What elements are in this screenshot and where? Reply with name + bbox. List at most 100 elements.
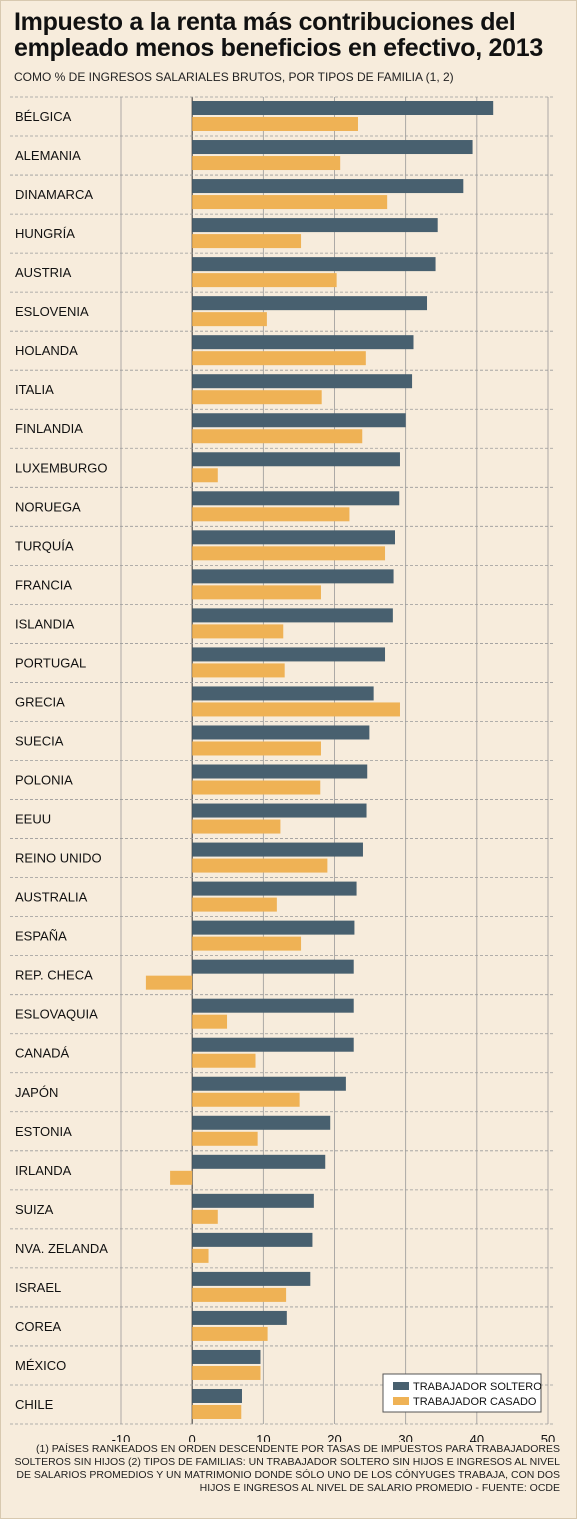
- bar-casado: [192, 1092, 300, 1107]
- bar-chart: BÉLGICA ALEMANIA DINAMARCA HUNGRÍA AUSTRIA ES…: [10, 96, 555, 1442]
- category-label: MÉXICO: [15, 1358, 66, 1373]
- bar-soltero: [192, 257, 436, 272]
- category-label: ITALIA: [15, 382, 54, 397]
- bar-casado: [145, 975, 193, 990]
- category-label: REP. CHECA: [15, 968, 93, 983]
- category-label: ALEMANIA: [15, 148, 81, 163]
- bar-casado: [192, 1248, 209, 1263]
- bar-casado: [192, 702, 400, 717]
- category-label: SUIZA: [15, 1202, 54, 1217]
- bar-casado: [192, 507, 350, 522]
- category-label: JAPÓN: [15, 1085, 58, 1100]
- category-label: FINLANDIA: [15, 421, 83, 436]
- bar-casado: [192, 1326, 268, 1341]
- legend-swatch: [393, 1397, 409, 1405]
- bar-casado: [192, 1209, 218, 1224]
- bar-soltero: [192, 179, 464, 194]
- bar-soltero: [192, 1115, 331, 1130]
- category-label: REINO UNIDO: [15, 851, 102, 866]
- bar-soltero: [192, 1271, 311, 1286]
- category-label: HOLANDA: [15, 343, 78, 358]
- footnote-text: (1) PAÍSES RANKEADOS EN ORDEN DESCENDENT…: [14, 1443, 560, 1494]
- bar-casado: [192, 1404, 242, 1419]
- bar-soltero: [192, 491, 400, 506]
- bar-casado: [192, 663, 285, 678]
- bar-soltero: [192, 959, 354, 974]
- bar-casado: [192, 468, 218, 483]
- bar-soltero: [192, 569, 394, 584]
- category-label: AUSTRALIA: [15, 890, 88, 905]
- category-label: NVA. ZELANDA: [15, 1241, 108, 1256]
- bar-soltero: [192, 608, 393, 623]
- bar-soltero: [192, 1388, 242, 1403]
- chart-title: Impuesto a la renta más contribuciones d…: [14, 8, 543, 62]
- category-label: ESPAÑA: [15, 929, 67, 944]
- bar-soltero: [192, 296, 428, 311]
- category-label: COREA: [15, 1319, 62, 1334]
- chart-subtitle: COMO % DE INGRESOS SALARIALES BRUTOS, PO…: [14, 70, 454, 84]
- category-label: NORUEGA: [15, 499, 81, 514]
- bar-soltero: [192, 1349, 261, 1364]
- bar-casado: [192, 351, 366, 366]
- category-label: ESTONIA: [15, 1124, 72, 1139]
- category-label: FRANCIA: [15, 577, 72, 592]
- bar-casado: [192, 546, 386, 561]
- x-tick-label: 50: [541, 1432, 555, 1442]
- bar-soltero: [192, 725, 370, 740]
- category-label: GRECIA: [15, 694, 65, 709]
- bar-soltero: [192, 1310, 287, 1325]
- bar-soltero: [192, 101, 494, 115]
- bar-casado: [192, 1131, 258, 1146]
- category-label: SUECIA: [15, 733, 64, 748]
- bar-casado: [192, 819, 281, 834]
- bar-soltero: [192, 842, 363, 857]
- bar-soltero: [192, 452, 400, 467]
- legend-label: TRABAJADOR SOLTERO: [413, 1381, 542, 1393]
- bar-soltero: [192, 530, 395, 545]
- bar-casado: [192, 897, 277, 912]
- category-label: ISRAEL: [15, 1280, 61, 1295]
- category-label: HUNGRÍA: [15, 226, 75, 241]
- footnotes: (1) PAÍSES RANKEADOS EN ORDEN DESCENDENT…: [14, 1443, 560, 1495]
- bar-soltero: [192, 413, 406, 428]
- x-tick-label: 20: [327, 1432, 341, 1442]
- bar-soltero: [192, 686, 374, 701]
- category-label: BÉLGICA: [15, 109, 72, 124]
- bar-casado: [192, 1053, 256, 1068]
- bar-soltero: [192, 647, 386, 662]
- bar-casado: [192, 780, 321, 795]
- bar-soltero: [192, 1037, 354, 1052]
- bar-soltero: [192, 920, 355, 935]
- bar-soltero: [192, 218, 438, 233]
- bar-casado: [192, 1014, 228, 1029]
- category-label: ESLOVENIA: [15, 304, 89, 319]
- bar-soltero: [192, 335, 414, 350]
- legend-label: TRABAJADOR CASADO: [413, 1396, 537, 1408]
- bar-casado: [192, 117, 358, 131]
- category-label: IRLANDA: [15, 1163, 72, 1178]
- bar-casado: [192, 1365, 261, 1380]
- x-tick-label: 0: [189, 1432, 196, 1442]
- bar-casado: [192, 273, 337, 288]
- bar-casado: [192, 624, 284, 639]
- bar-casado: [192, 312, 267, 327]
- category-label: DINAMARCA: [15, 187, 93, 202]
- bar-casado: [170, 1170, 193, 1185]
- bar-soltero: [192, 764, 368, 779]
- bar-casado: [192, 741, 321, 756]
- bar-casado: [192, 195, 388, 210]
- bar-soltero: [192, 140, 473, 155]
- category-label: POLONIA: [15, 773, 73, 788]
- category-label: PORTUGAL: [15, 655, 86, 670]
- x-tick-label: 40: [470, 1432, 484, 1442]
- bar-soltero: [192, 1193, 314, 1208]
- bar-casado: [192, 429, 363, 444]
- category-label: EEUU: [15, 812, 51, 827]
- bar-soltero: [192, 1076, 346, 1091]
- category-label: AUSTRIA: [15, 265, 72, 280]
- legend-swatch: [393, 1382, 409, 1390]
- x-tick-label: 10: [256, 1432, 270, 1442]
- bar-soltero: [192, 998, 354, 1013]
- legend-box: [382, 1373, 542, 1413]
- bar-casado: [192, 1287, 287, 1302]
